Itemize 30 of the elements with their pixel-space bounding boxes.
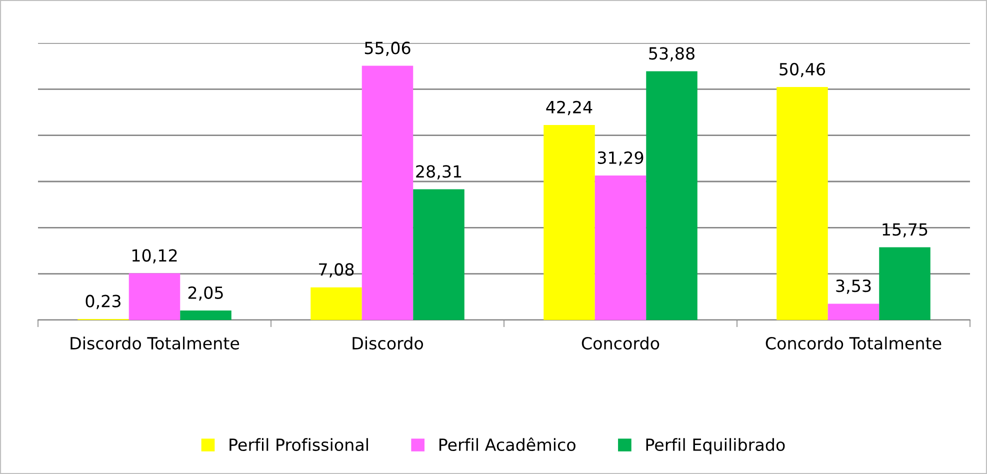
bar xyxy=(828,304,880,320)
legend-label: Perfil Equilibrado xyxy=(646,438,785,454)
bar xyxy=(413,189,464,320)
bar xyxy=(879,247,930,320)
x-tick-label: Concordo Totalmente xyxy=(766,336,942,350)
bar xyxy=(776,87,828,320)
data-label: 28,31 xyxy=(416,165,462,180)
x-tick-label: Concordo xyxy=(582,336,660,350)
data-label: 50,46 xyxy=(780,62,826,78)
data-label: 15,75 xyxy=(882,223,928,238)
bar xyxy=(310,287,362,320)
bar xyxy=(646,71,698,320)
data-label: 0,23 xyxy=(86,294,120,310)
bar xyxy=(128,273,180,320)
data-label: 10,12 xyxy=(132,249,177,264)
x-tick-label: Discordo Totalmente xyxy=(70,336,240,350)
data-label: 53,88 xyxy=(649,47,694,62)
legend-label: Perfil Profissional xyxy=(230,438,368,452)
bar xyxy=(180,310,232,320)
data-label: 2,05 xyxy=(188,286,223,301)
data-label: 42,24 xyxy=(546,100,592,116)
legend-label: Perfil Acadêmico xyxy=(439,437,576,452)
bar xyxy=(594,176,646,320)
data-label: 31,29 xyxy=(598,151,644,166)
data-label: 3,53 xyxy=(836,280,871,294)
bar xyxy=(544,124,595,320)
data-label: 55,06 xyxy=(364,42,410,56)
bar xyxy=(362,66,414,320)
data-label: 7,08 xyxy=(319,263,354,278)
x-tick-label: Discordo xyxy=(352,336,424,350)
